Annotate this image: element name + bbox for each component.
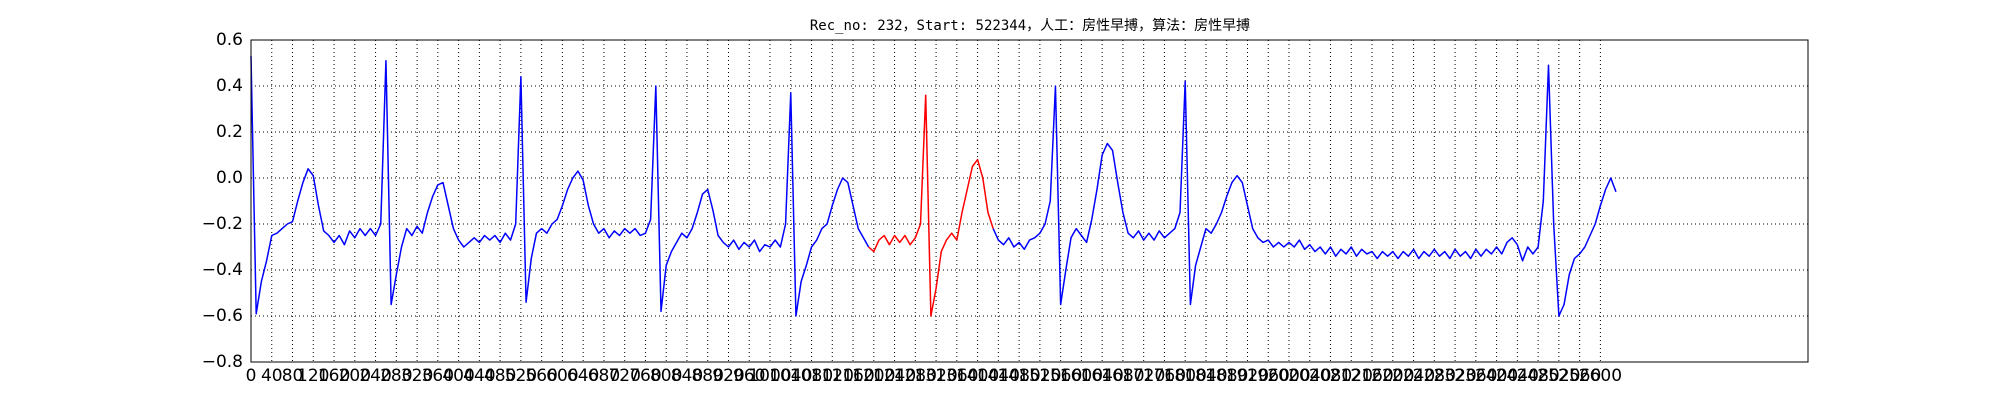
chart-title: Rec_no: 232，Start: 522344，人工：房性早搏，算法：房性早… [810, 17, 1250, 34]
x-tick-label: 2600 [1579, 366, 1622, 386]
x-tick-label: 1640 [1081, 366, 1124, 386]
plot-frame [250, 39, 1809, 363]
x-tick-label: 2240 [1392, 366, 1435, 386]
x-tick-label: 2560 [1558, 366, 1601, 386]
x-tick-label: 1200 [852, 366, 895, 386]
x-tick-label: 1000 [748, 366, 791, 386]
x-tick-label: 1280 [894, 366, 937, 386]
x-tick-label: 440 [463, 366, 495, 386]
x-tick-label: 920 [712, 366, 744, 386]
x-tick-label: 1400 [956, 366, 999, 386]
x-tick-label: 1040 [769, 366, 812, 386]
x-tick-label: 960 [733, 366, 765, 386]
x-tick-label: 2000 [1267, 366, 1310, 386]
x-tick-label: 1560 [1039, 366, 1082, 386]
x-tick-label: 680 [588, 366, 620, 386]
x-tick-label: 360 [422, 366, 454, 386]
x-tick-label: 2320 [1433, 366, 1476, 386]
x-tick-label: 880 [691, 366, 723, 386]
x-tick-label: 2280 [1413, 366, 1456, 386]
x-tick-label: 1600 [1060, 366, 1103, 386]
x-tick-label: 1800 [1164, 366, 1207, 386]
x-tick-label: 1680 [1101, 366, 1144, 386]
x-tick-label: 120 [297, 366, 329, 386]
x-tick-label: 760 [629, 366, 661, 386]
y-tick-label: 0.6 [216, 30, 243, 50]
y-tick-label: 0.2 [216, 122, 243, 142]
x-tick-label: 2360 [1454, 366, 1497, 386]
x-tick-label: 0 [246, 366, 257, 386]
x-tick-label: 800 [650, 366, 682, 386]
x-tick-label: 2480 [1516, 366, 1559, 386]
x-tick-label: 1840 [1184, 366, 1227, 386]
x-tick-label: 1360 [935, 366, 978, 386]
x-tick-label: 80 [282, 366, 304, 386]
ecg-line [250, 56, 1617, 317]
x-tick-label: 240 [359, 366, 391, 386]
x-tick-label: 2520 [1537, 366, 1580, 386]
x-tick-label: 2400 [1475, 366, 1518, 386]
x-tick-label: 2440 [1496, 366, 1539, 386]
x-tick-label: 2040 [1288, 366, 1331, 386]
x-tick-label: 840 [671, 366, 703, 386]
x-tick-label: 1160 [831, 366, 874, 386]
x-tick-label: 2080 [1309, 366, 1352, 386]
x-tick-label: 720 [608, 366, 640, 386]
x-tick-label: 1080 [790, 366, 833, 386]
y-tick-label: −0.6 [202, 306, 243, 326]
ecg-line [868, 94, 994, 317]
x-tick-label: 200 [339, 366, 371, 386]
x-tick-label: 1880 [1205, 366, 1248, 386]
x-tick-label: 640 [567, 366, 599, 386]
x-tick-label: 1960 [1247, 366, 1290, 386]
x-tick-label: 2160 [1350, 366, 1393, 386]
x-tick-label: 560 [525, 366, 557, 386]
x-tick-label: 160 [318, 366, 350, 386]
x-tick-label: 320 [401, 366, 433, 386]
y-tick-label: −0.8 [202, 352, 243, 372]
x-tick-label: 1760 [1143, 366, 1186, 386]
x-tick-label: 1120 [811, 366, 854, 386]
x-tick-label: 1480 [997, 366, 1040, 386]
x-tick-label: 1520 [1018, 366, 1061, 386]
x-tick-label: 2200 [1371, 366, 1414, 386]
x-tick-label: 1720 [1122, 366, 1165, 386]
y-tick-label: 0.0 [216, 168, 243, 188]
x-tick-label: 520 [505, 366, 537, 386]
x-tick-label: 40 [261, 366, 283, 386]
x-tick-label: 1920 [1226, 366, 1269, 386]
x-tick-label: 2120 [1330, 366, 1373, 386]
x-tick-label: 400 [442, 366, 474, 386]
y-tick-label: −0.4 [202, 260, 243, 280]
x-tick-label: 1440 [977, 366, 1020, 386]
x-tick-label: 600 [546, 366, 578, 386]
y-tick-label: 0.4 [216, 76, 243, 96]
x-tick-label: 1240 [873, 366, 916, 386]
x-tick-label: 480 [484, 366, 516, 386]
x-tick-label: 280 [380, 366, 412, 386]
x-tick-label: 1320 [914, 366, 957, 386]
y-tick-label: −0.2 [202, 214, 243, 234]
